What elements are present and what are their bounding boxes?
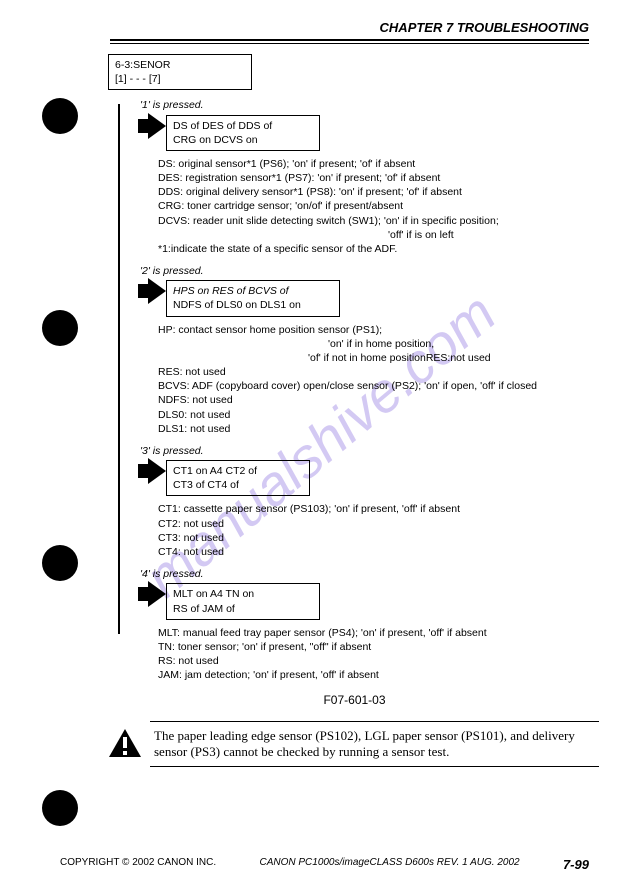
d: BCVS: ADF (copyboard cover) open/close s… <box>158 379 599 393</box>
d: CRG: toner cartridge sensor; 'on/of' if … <box>158 199 599 213</box>
d: 'off' if is on left <box>388 228 599 242</box>
desc-block-4: MLT: manual feed tray paper sensor (PS4)… <box>158 626 599 683</box>
box3-l2: CT3 of CT4 of <box>173 478 303 492</box>
box1-l1: DS of DES of DDS of <box>173 119 313 133</box>
doc-rev-text: CANON PC1000s/imageCLASS D600s REV. 1 AU… <box>259 857 519 872</box>
box2-l1: HPS on RES of BCVS of <box>173 284 333 298</box>
page-number: 7-99 <box>563 857 589 872</box>
d: MLT: manual feed tray paper sensor (PS4)… <box>158 626 599 640</box>
d: DDS: original delivery sensor*1 (PS8): '… <box>158 185 599 199</box>
d: RES: not used <box>158 365 599 379</box>
warning-block: The paper leading edge sensor (PS102), L… <box>150 721 599 767</box>
d: CT1: cassette paper sensor (PS103); 'on'… <box>158 502 599 516</box>
top-senor-box: 6-3:SENOR [1] - - - [7] <box>108 54 252 90</box>
warning-text: The paper leading edge sensor (PS102), L… <box>154 728 575 759</box>
punch-hole <box>42 310 78 346</box>
box4-l2: RS of JAM of <box>173 602 313 616</box>
d: NDFS: not used <box>158 393 599 407</box>
d: 'on' if in home position, <box>328 337 599 351</box>
pressed-4-head: '4' is pressed. <box>140 567 599 581</box>
punch-hole <box>42 98 78 134</box>
d: RS: not used <box>158 654 599 668</box>
d: HP: contact sensor home position sensor … <box>158 323 599 337</box>
d: CT2: not used <box>158 517 599 531</box>
flow-vertical-line <box>118 104 120 634</box>
box3-l1: CT1 on A4 CT2 of <box>173 464 303 478</box>
state-box-4: MLT on A4 TN on RS of JAM of <box>166 583 320 619</box>
desc-block-3: CT1: cassette paper sensor (PS103); 'on'… <box>158 502 599 559</box>
figure-label: F07-601-03 <box>110 692 599 708</box>
d: DS: original sensor*1 (PS6); 'on' if pre… <box>158 157 599 171</box>
d: DLS0: not used <box>158 408 599 422</box>
warning-icon <box>108 728 142 762</box>
d: CT4: not used <box>158 545 599 559</box>
desc-block-2: HP: contact sensor home position sensor … <box>158 323 599 436</box>
d: *1:indicate the state of a specific sens… <box>158 242 599 256</box>
state-box-3: CT1 on A4 CT2 of CT3 of CT4 of <box>166 460 310 496</box>
senor-line2: [1] - - - [7] <box>115 72 245 86</box>
pressed-1-head: '1' is pressed. <box>140 98 599 112</box>
d: JAM: jam detection; 'on' if present, 'of… <box>158 668 599 682</box>
d: DES: registration sensor*1 (PS7): 'on' i… <box>158 171 599 185</box>
punch-hole <box>42 790 78 826</box>
d: DLS1: not used <box>158 422 599 436</box>
header-rule <box>110 39 589 44</box>
pressed-3-head: '3' is pressed. <box>140 444 599 458</box>
copyright-text: COPYRIGHT © 2002 CANON INC. <box>60 857 216 872</box>
box1-l2: CRG on DCVS on <box>173 133 313 147</box>
d: CT3: not used <box>158 531 599 545</box>
punch-hole <box>42 545 78 581</box>
state-box-2: HPS on RES of BCVS of NDFS of DLS0 on DL… <box>166 280 340 316</box>
chapter-header: CHAPTER 7 TROUBLESHOOTING <box>0 0 639 37</box>
senor-line1: 6-3:SENOR <box>115 58 245 72</box>
state-box-1: DS of DES of DDS of CRG on DCVS on <box>166 115 320 151</box>
d: TN: toner sensor; 'on' if present, "off"… <box>158 640 599 654</box>
box2-l2: NDFS of DLS0 on DLS1 on <box>173 298 333 312</box>
desc-block-1: DS: original sensor*1 (PS6); 'on' if pre… <box>158 157 599 256</box>
d: DCVS: reader unit slide detecting switch… <box>158 214 599 228</box>
d: 'of' if not in home positionRES:not used <box>308 351 599 365</box>
page-footer: COPYRIGHT © 2002 CANON INC. CANON PC1000… <box>0 857 639 872</box>
pressed-2-head: '2' is pressed. <box>140 264 599 278</box>
box4-l1: MLT on A4 TN on <box>173 587 313 601</box>
